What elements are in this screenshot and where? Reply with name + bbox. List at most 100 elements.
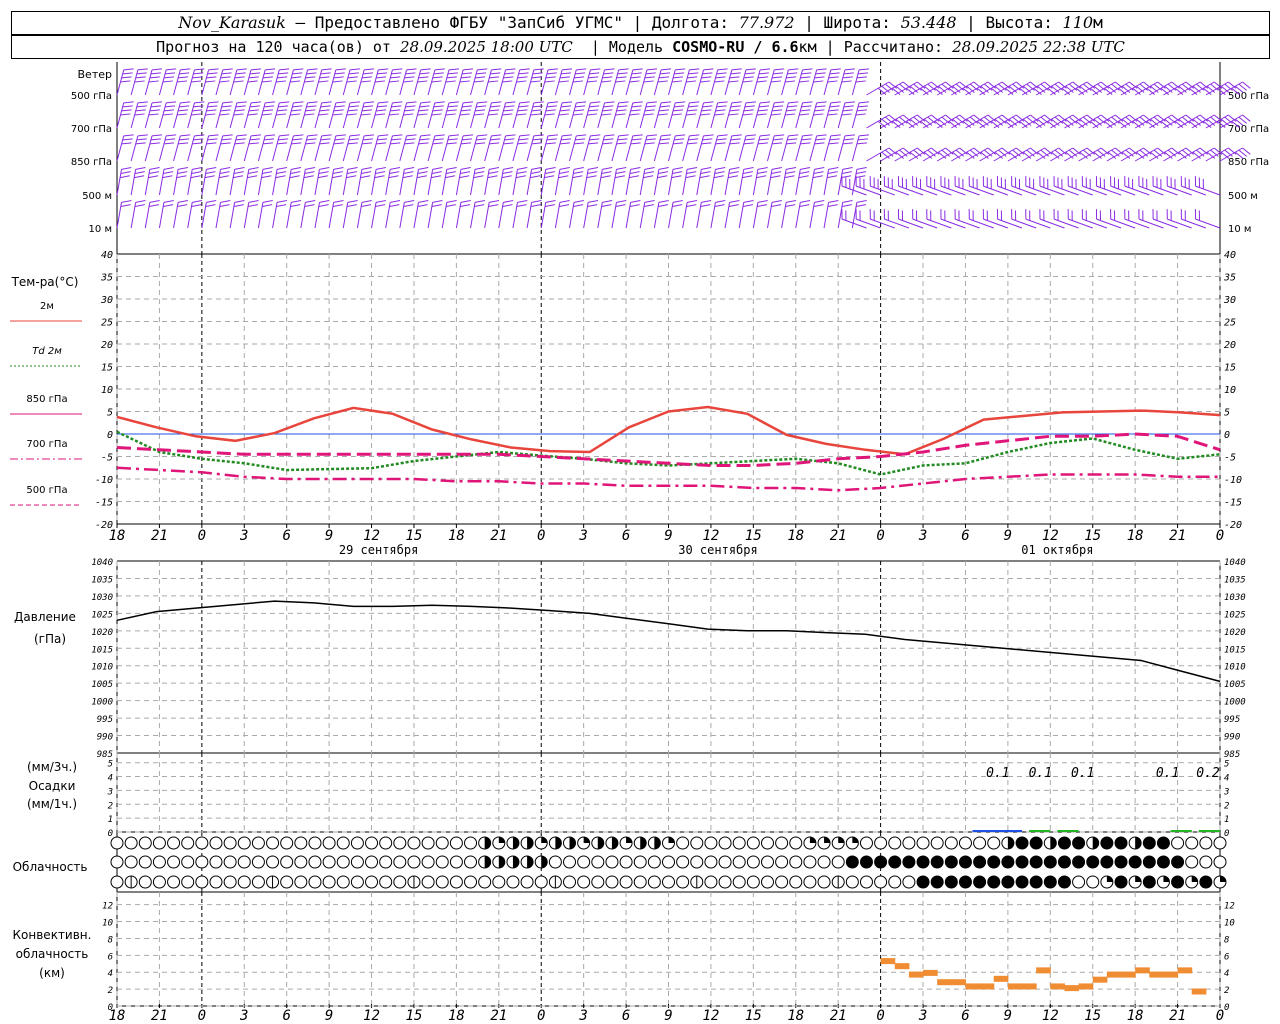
wind-barb bbox=[668, 101, 686, 129]
wind-barb bbox=[1110, 176, 1136, 196]
hour-tick-label: 6 bbox=[282, 528, 290, 544]
cloud-cover-symbol bbox=[662, 855, 675, 869]
cloud-cover-symbol bbox=[1199, 875, 1213, 889]
wind-barb bbox=[968, 176, 994, 196]
cloud-cover-symbol bbox=[1100, 875, 1114, 889]
wind-barb bbox=[1219, 114, 1251, 129]
wind-barb bbox=[795, 134, 813, 162]
cloud-cover-symbol bbox=[548, 875, 562, 889]
pressure-tick-label: 990 bbox=[97, 733, 113, 743]
wind-barb bbox=[215, 68, 233, 96]
wind-barb bbox=[413, 68, 431, 96]
wind-barb bbox=[841, 176, 867, 196]
wind-barb bbox=[710, 134, 728, 162]
hour-tick-label: 18 bbox=[448, 1008, 465, 1024]
wind-barb bbox=[795, 200, 811, 229]
pressure-tick-label: 1010 bbox=[91, 663, 113, 673]
wind-barb bbox=[908, 81, 940, 96]
wind-barb bbox=[1078, 147, 1110, 162]
wind-barb bbox=[272, 68, 290, 96]
cloud-cover-symbol bbox=[1072, 836, 1086, 850]
cloud-cover-symbol bbox=[266, 875, 280, 889]
wind-barb bbox=[554, 134, 573, 162]
wind-barb bbox=[611, 167, 627, 196]
wind-barb bbox=[130, 167, 146, 196]
cloud-cover-symbol bbox=[916, 855, 930, 869]
hour-tick-label: 0 bbox=[537, 528, 545, 544]
cloud-cover-symbol bbox=[435, 836, 449, 850]
wind-barb bbox=[540, 167, 556, 196]
wind-barb bbox=[583, 200, 599, 229]
cloud-cover-symbol bbox=[449, 836, 463, 850]
wind-barb bbox=[144, 101, 163, 129]
wind-barb bbox=[968, 209, 994, 229]
cloud-cover-symbol bbox=[1043, 836, 1057, 850]
conv-cloud-bar bbox=[979, 983, 995, 990]
wind-barb bbox=[597, 200, 613, 229]
wind-barb bbox=[1177, 114, 1209, 129]
hour-tick-label: 3 bbox=[239, 1008, 248, 1024]
hour-tick-label: 3 bbox=[239, 528, 248, 544]
hour-tick-label: 3 bbox=[578, 528, 587, 544]
wind-barb bbox=[625, 68, 643, 96]
hour-tick-label: 18 bbox=[109, 528, 126, 544]
hour-tick-label: 0 bbox=[876, 1008, 884, 1024]
wind-barb bbox=[385, 101, 403, 129]
wind-barb bbox=[328, 68, 346, 96]
wind-barb bbox=[795, 68, 813, 96]
wind-barb bbox=[696, 68, 714, 96]
wind-barb bbox=[1152, 209, 1178, 229]
conv-tick-label: 8 bbox=[108, 935, 113, 945]
wind-barb bbox=[781, 167, 797, 196]
cloud-cover-symbol bbox=[775, 836, 789, 850]
wind-barb bbox=[724, 134, 742, 162]
wind-barb bbox=[173, 101, 191, 129]
subtitle-bar: Прогноз на 120 часа(ов) от 28.09.2025 18… bbox=[11, 35, 1270, 59]
cloud-cover-symbol bbox=[704, 875, 718, 889]
cloud-cover-symbol bbox=[845, 875, 859, 889]
wind-level-label: 700 гПа bbox=[71, 124, 112, 135]
conv-cloud-bar bbox=[1078, 983, 1094, 990]
pressure-tick-label-right: 1000 bbox=[1224, 698, 1246, 708]
wind-level-label-right: 500 м bbox=[1228, 191, 1258, 202]
cloud-cover-symbol bbox=[407, 836, 421, 850]
wind-barb bbox=[738, 101, 756, 129]
cloud-cover-symbol bbox=[944, 855, 958, 869]
cloud-cover-symbol bbox=[831, 875, 845, 889]
precip-bar bbox=[1029, 830, 1051, 832]
wind-level-label: 850 гПа bbox=[71, 157, 112, 168]
wind-barb bbox=[922, 81, 954, 96]
wind-barb bbox=[597, 68, 615, 96]
wind-barb bbox=[1120, 147, 1152, 162]
wind-barb bbox=[342, 101, 360, 129]
wind-barb bbox=[314, 200, 330, 229]
wind-barb bbox=[229, 167, 245, 196]
cloud-cover-symbol bbox=[1100, 836, 1114, 850]
conv-cloud-bar bbox=[1092, 976, 1108, 983]
wind-barb bbox=[809, 167, 825, 196]
conv-cloud-bar bbox=[1022, 983, 1037, 990]
cloud-cover-symbol bbox=[138, 855, 152, 869]
wind-barb bbox=[526, 68, 544, 96]
cloud-cover-symbol bbox=[421, 855, 435, 869]
wind-barb bbox=[682, 68, 700, 96]
wind-barb bbox=[639, 101, 657, 129]
wind-barb bbox=[498, 68, 516, 96]
wind-barb bbox=[229, 101, 247, 129]
temp-tick-label: 40 bbox=[101, 250, 113, 261]
precip-tick-label: 4 bbox=[108, 774, 113, 784]
cloud-cover-symbol bbox=[958, 855, 972, 869]
cloud-cover-symbol bbox=[379, 836, 393, 850]
wind-barb bbox=[441, 68, 459, 96]
cloud-cover-symbol bbox=[888, 855, 902, 869]
cloud-cover-symbol bbox=[251, 855, 265, 869]
wind-barb bbox=[554, 68, 573, 96]
wind-barb bbox=[1067, 209, 1093, 229]
cloud-cover-symbol bbox=[817, 855, 831, 869]
precip-tick-label: 5 bbox=[108, 760, 113, 770]
conv-cloud-bar bbox=[908, 971, 924, 978]
hour-tick-label: 18 bbox=[1127, 528, 1144, 544]
hour-tick-label: 21 bbox=[1169, 1008, 1186, 1024]
alt-unit: м bbox=[1093, 13, 1103, 32]
conv-tick-label-right: 6 bbox=[1224, 952, 1229, 962]
